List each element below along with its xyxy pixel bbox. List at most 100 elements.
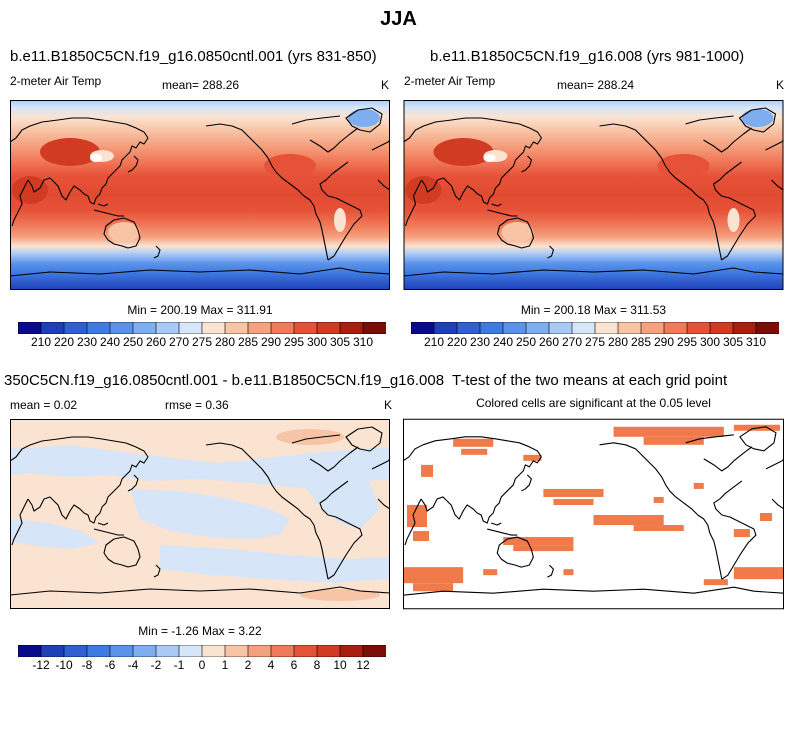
- panel3-difference-map: [10, 419, 390, 609]
- colorbar-box: [155, 322, 180, 334]
- colorbar-box: [86, 645, 111, 657]
- colorbar-tick-label: -10: [55, 658, 73, 672]
- coastline: [83, 506, 103, 524]
- colorbar-box: [155, 645, 180, 657]
- colorbar-tick-label: 290: [653, 335, 675, 349]
- significant-cell: [413, 583, 454, 592]
- warm-anomaly-region: [40, 138, 100, 166]
- coastline: [403, 267, 784, 277]
- map-frame: [10, 419, 390, 609]
- significant-cell: [759, 512, 772, 522]
- coastline: [303, 195, 329, 261]
- coastline: [377, 498, 390, 510]
- coastline: [10, 586, 390, 596]
- colorbar-box: [201, 645, 226, 657]
- colorbar-box: [316, 645, 341, 657]
- coastline: [53, 500, 85, 520]
- colorbar-box: [247, 322, 272, 334]
- coastline: [447, 181, 478, 201]
- coastline: [97, 522, 109, 526]
- colorbar-tick-label: -2: [150, 658, 162, 672]
- coastline: [127, 155, 139, 173]
- colorbar-tick-label: 280: [607, 335, 629, 349]
- colorbar-box: [594, 322, 619, 334]
- coastline: [495, 137, 542, 189]
- coastline: [291, 434, 341, 444]
- colorbar-tick-label: 290: [260, 335, 282, 349]
- colorbar-box: [709, 322, 734, 334]
- colorbar-box: [178, 645, 203, 657]
- coastline: [738, 107, 777, 133]
- coastline: [599, 442, 699, 516]
- colorbar-box: [247, 645, 272, 657]
- panel3-colorbar: [18, 645, 386, 657]
- colorbar-tick-label: 260: [538, 335, 560, 349]
- coastline: [83, 187, 103, 205]
- positive-difference-region: [300, 589, 380, 601]
- coastline: [521, 155, 533, 173]
- coastline: [327, 195, 363, 261]
- coastline: [153, 564, 161, 578]
- coastlines: [10, 426, 390, 596]
- colorbar-box: [316, 322, 341, 334]
- colorbar-box: [525, 322, 550, 334]
- coastline: [697, 195, 723, 261]
- coastline: [53, 181, 85, 201]
- colorbar-tick-label: 295: [283, 335, 305, 349]
- significant-cell: [407, 504, 428, 528]
- colorbar-box: [63, 645, 88, 657]
- coastline: [547, 564, 554, 578]
- coastline: [345, 107, 383, 133]
- significant-cell: [633, 525, 684, 532]
- coastline: [303, 514, 329, 580]
- panel2-variable-label: 2-meter Air Temp: [404, 74, 496, 88]
- significant-cell: [703, 579, 728, 586]
- greenland-cold-region: [741, 109, 774, 127]
- colorbar-box: [502, 322, 527, 334]
- colorbar-box: [456, 322, 481, 334]
- colorbar-tick-label: -1: [173, 658, 185, 672]
- significant-cell: [653, 496, 664, 503]
- colorbar-box: [40, 322, 65, 334]
- coastline: [491, 522, 502, 526]
- coastline: [93, 209, 124, 217]
- colorbar-box: [293, 322, 318, 334]
- panel3-minmax: Min = -1.26 Max = 3.22: [138, 624, 262, 638]
- colorbar-tick-label: 240: [492, 335, 514, 349]
- temperature-field: [10, 100, 390, 290]
- panel2-colorbar: [411, 322, 779, 334]
- colorbar-tick-label: 275: [584, 335, 606, 349]
- panel1-variable-label: 2-meter Air Temp: [10, 74, 102, 88]
- coastlines: [10, 107, 390, 277]
- colorbar-box: [663, 322, 688, 334]
- coastline: [685, 115, 734, 125]
- coastline: [771, 498, 784, 510]
- panel4-subtitle: Colored cells are significant at the 0.0…: [476, 396, 711, 410]
- colorbar-box: [270, 322, 295, 334]
- temperature-field: [403, 100, 784, 290]
- significant-cell: [643, 436, 704, 445]
- colorbar-box: [548, 322, 573, 334]
- arabia-warm-region: [12, 176, 48, 204]
- coastline: [11, 498, 29, 546]
- positive-difference-region: [276, 429, 344, 445]
- colorbar-box: [18, 322, 42, 334]
- coastline: [494, 456, 542, 508]
- colorbar-tick-label: 8: [313, 658, 321, 672]
- coastline: [10, 267, 390, 277]
- colorbar-tick-label: 310: [352, 335, 374, 349]
- colorbar-tick-label: 300: [306, 335, 328, 349]
- colorbar-box: [732, 322, 757, 334]
- coastline: [205, 442, 305, 516]
- significant-cell: [413, 531, 430, 542]
- colorbar-box: [270, 645, 295, 657]
- panel1-units-label: K: [381, 78, 390, 92]
- negative-difference-region: [10, 519, 100, 549]
- colorbar-tick-label: 310: [745, 335, 767, 349]
- panel2-colorbar-labels: 210 220 230 240 250 260 270 275 280 285 290 295 300 3…: [411, 335, 779, 351]
- significant-cell: [733, 529, 750, 538]
- coastline: [476, 506, 496, 524]
- coastline: [521, 474, 532, 492]
- colorbar-tick-label: -12: [32, 658, 50, 672]
- colorbar-box: [224, 322, 249, 334]
